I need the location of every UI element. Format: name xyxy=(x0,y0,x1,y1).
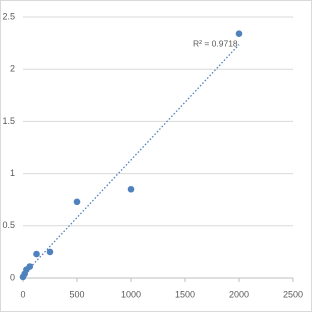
y-tick-label: 2.5 xyxy=(2,11,15,21)
x-tick-label: 0 xyxy=(20,289,25,299)
x-tick-label: 1000 xyxy=(121,289,141,299)
chart: R² = 0.9718 0 0.5 1 1.5 2 2.5 0 500 1000 1500 2000… xyxy=(0,0,312,312)
r-squared: R² = 0.9718 xyxy=(193,38,238,48)
y-tick-label: 0 xyxy=(10,272,15,282)
y-tick-label: 1.5 xyxy=(2,116,15,126)
x-tick-label: 2500 xyxy=(283,289,303,299)
x-tick-label: 1500 xyxy=(175,289,195,299)
y-tick-label: 0.5 xyxy=(2,220,15,230)
data-point xyxy=(33,250,40,258)
x-tick-label: 500 xyxy=(69,289,84,299)
y-tick-label: 1 xyxy=(10,168,15,178)
data-point xyxy=(46,248,54,256)
data-point xyxy=(26,263,34,270)
y-tick-label: 2 xyxy=(10,64,15,74)
trendline xyxy=(22,44,240,276)
chart-border xyxy=(0,0,312,312)
x-tick-label: 2000 xyxy=(229,289,249,299)
data-point xyxy=(73,198,81,206)
data-point xyxy=(127,185,135,193)
data-point xyxy=(235,30,243,38)
